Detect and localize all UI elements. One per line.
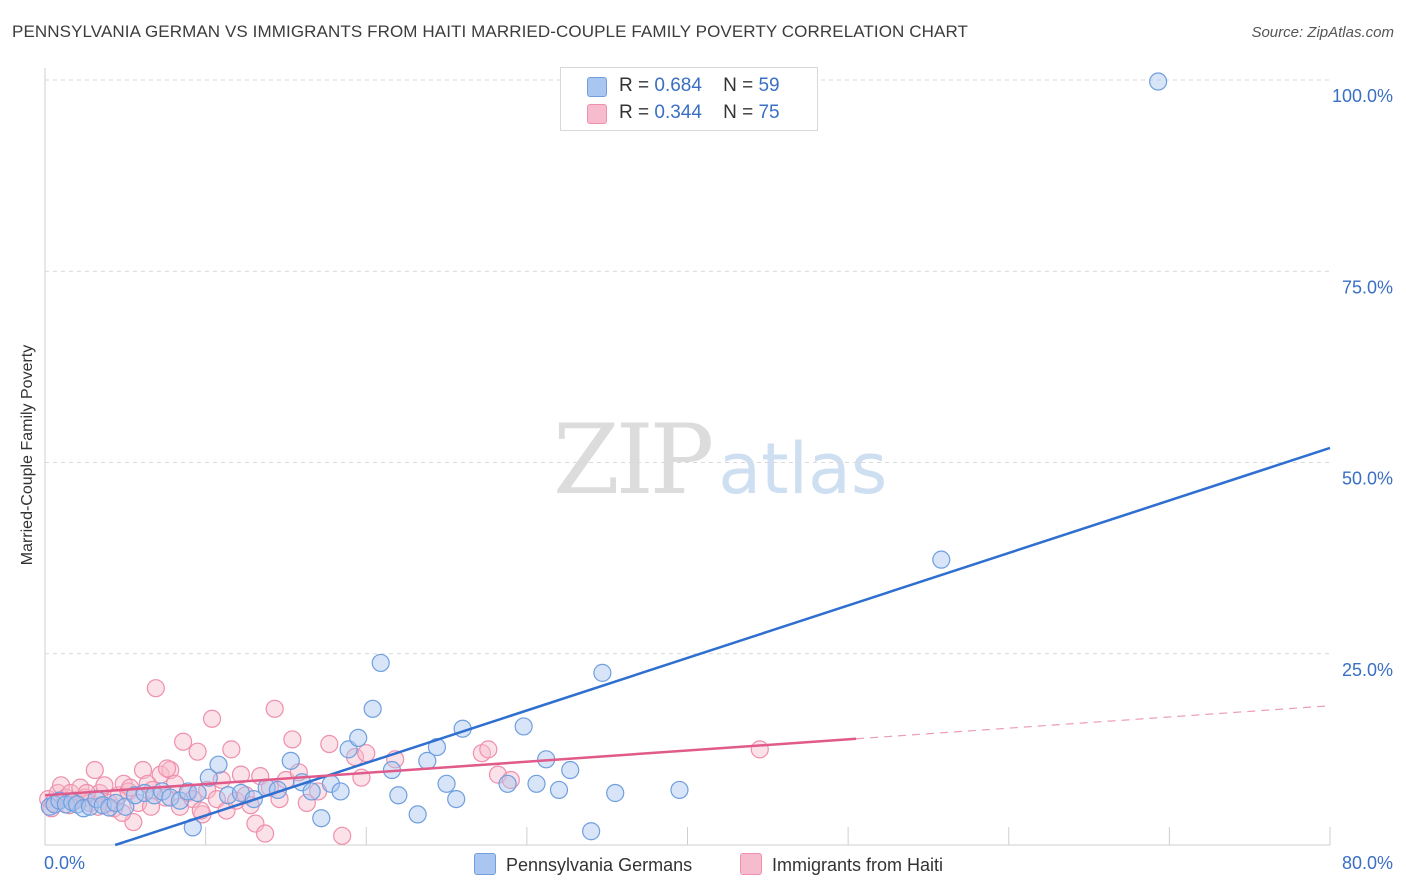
pennsylvania-point <box>199 768 218 787</box>
legend-swatch-pink <box>587 104 607 124</box>
legend-swatch-blue <box>587 77 607 97</box>
trend-lines <box>44 446 1331 847</box>
haiti-point <box>85 760 104 780</box>
haiti-points <box>39 679 769 845</box>
watermark-atlas: atlas <box>718 428 888 510</box>
legend-n-label: N = <box>723 102 754 123</box>
x-tick-label: 0.0% <box>44 853 85 873</box>
legend-n-value: 59 <box>758 75 780 96</box>
bottom-legend-pennsylvania: Pennsylvania Germans <box>474 853 692 876</box>
haiti-point <box>202 709 222 728</box>
pennsylvania-point <box>74 799 93 818</box>
pennsylvania-point <box>606 783 625 803</box>
x-tick-label: 80.0% <box>1342 853 1393 873</box>
y-tick-label: 25.0% <box>1342 660 1393 680</box>
bottom-legend-label: Pennsylvania Germans <box>506 855 693 875</box>
y-tick-label: 50.0% <box>1342 469 1393 489</box>
haiti-point <box>174 732 193 751</box>
haiti-point <box>333 826 352 845</box>
pennsylvania-point <box>302 782 321 801</box>
haiti-point <box>265 699 284 718</box>
legend-r-label: R = <box>619 102 650 123</box>
pennsylvania-point <box>593 663 612 682</box>
pennsylvania-point <box>670 780 689 800</box>
haiti-point <box>750 740 769 759</box>
legend-r-label: R = <box>619 75 650 96</box>
haiti-point <box>157 759 177 778</box>
legend-r-value: 0.344 <box>654 102 702 123</box>
bottom-legend-haiti: Immigrants from Haiti <box>740 853 943 876</box>
bottom-legend-swatch-blue <box>474 853 496 875</box>
pennsylvania-point <box>100 798 119 817</box>
source-credit: Source: ZipAtlas.com <box>1251 24 1394 41</box>
pennsylvania-point <box>498 774 517 793</box>
pennsylvania-point <box>514 717 533 736</box>
legend-n-value: 75 <box>758 102 780 123</box>
pennsylvania-point <box>561 760 580 780</box>
haiti-point <box>283 730 302 749</box>
haiti-trend-line-extension <box>856 705 1331 740</box>
legend-n-label: N = <box>723 75 754 96</box>
pennsylvania-point <box>106 793 125 813</box>
pennsylvania-point <box>188 783 207 803</box>
pennsylvania-point <box>437 774 456 793</box>
pennsylvania-points <box>40 72 1168 841</box>
y-tick-label: 100.0% <box>1332 86 1393 106</box>
pennsylvania-point <box>408 805 427 824</box>
haiti-point <box>222 740 241 759</box>
pennsylvania-point <box>281 751 300 770</box>
pennsylvania-point <box>363 699 382 718</box>
watermark: ZIP atlas <box>553 404 887 516</box>
haiti-point <box>146 679 165 698</box>
pennsylvania-point <box>447 789 466 809</box>
pennsylvania-point <box>527 774 546 793</box>
haiti-point <box>231 765 251 784</box>
pennsylvania-point <box>549 780 569 800</box>
pennsylvania-trend-line <box>114 446 1331 847</box>
tick-labels: 25.0% 50.0% 75.0% 100.0% 0.0% 80.0% <box>44 86 1393 873</box>
haiti-point <box>320 734 339 754</box>
watermark-zip: ZIP <box>553 404 714 516</box>
haiti-point <box>479 740 498 759</box>
haiti-point <box>246 814 265 833</box>
gridlines <box>45 79 1330 655</box>
pennsylvania-point <box>349 728 368 748</box>
pennsylvania-point <box>371 653 390 673</box>
pennsylvania-point <box>40 797 59 816</box>
pennsylvania-point <box>209 755 228 774</box>
pennsylvania-point <box>312 809 331 828</box>
pennsylvania-point <box>932 550 951 569</box>
y-tick-label: 75.0% <box>1342 277 1393 297</box>
pennsylvania-point <box>331 782 350 801</box>
bottom-legend-swatch-pink <box>740 853 762 875</box>
haiti-point <box>357 744 376 763</box>
haiti-point <box>255 824 275 843</box>
haiti-point <box>297 793 316 813</box>
axes <box>44 68 1331 846</box>
pennsylvania-point <box>389 786 408 805</box>
haiti-point <box>95 776 114 795</box>
correlation-legend: R = 0.684 N = 59 R = 0.344 N = 75 <box>560 67 818 131</box>
bottom-legend-label: Immigrants from Haiti <box>772 855 944 875</box>
pennsylvania-point <box>582 822 601 841</box>
legend-r-value: 0.684 <box>654 75 702 96</box>
chart-title: PENNSYLVANIA GERMAN VS IMMIGRANTS FROM H… <box>12 22 969 41</box>
haiti-point <box>133 760 153 780</box>
haiti-trend-line <box>44 737 857 797</box>
haiti-point <box>188 742 207 761</box>
pennsylvania-point <box>1149 72 1168 91</box>
